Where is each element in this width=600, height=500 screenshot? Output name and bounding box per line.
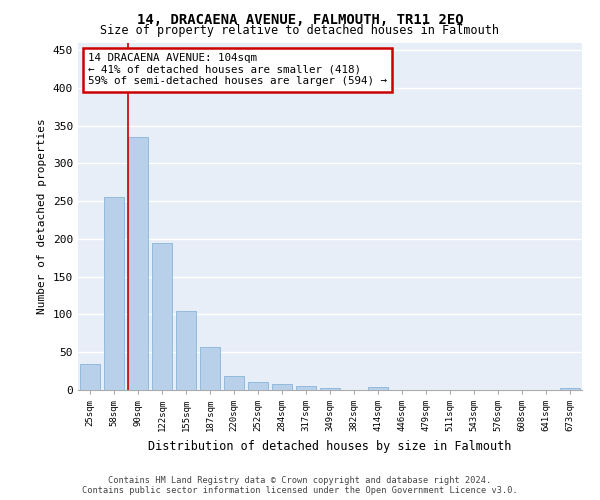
Bar — [104, 198, 124, 390]
Bar — [272, 384, 292, 390]
Bar — [200, 347, 220, 390]
Bar — [248, 382, 268, 390]
Bar — [296, 386, 316, 390]
Bar — [152, 242, 172, 390]
Text: 14, DRACAENA AVENUE, FALMOUTH, TR11 2EQ: 14, DRACAENA AVENUE, FALMOUTH, TR11 2EQ — [137, 12, 463, 26]
Bar — [80, 364, 100, 390]
Y-axis label: Number of detached properties: Number of detached properties — [37, 118, 47, 314]
Bar — [128, 137, 148, 390]
Text: 14 DRACAENA AVENUE: 104sqm
← 41% of detached houses are smaller (418)
59% of sem: 14 DRACAENA AVENUE: 104sqm ← 41% of deta… — [88, 53, 387, 86]
Text: Size of property relative to detached houses in Falmouth: Size of property relative to detached ho… — [101, 24, 499, 37]
Text: Contains HM Land Registry data © Crown copyright and database right 2024.
Contai: Contains HM Land Registry data © Crown c… — [82, 476, 518, 495]
Bar — [176, 312, 196, 390]
Bar — [224, 376, 244, 390]
X-axis label: Distribution of detached houses by size in Falmouth: Distribution of detached houses by size … — [148, 440, 512, 452]
Bar — [560, 388, 580, 390]
Bar — [320, 388, 340, 390]
Bar — [368, 387, 388, 390]
